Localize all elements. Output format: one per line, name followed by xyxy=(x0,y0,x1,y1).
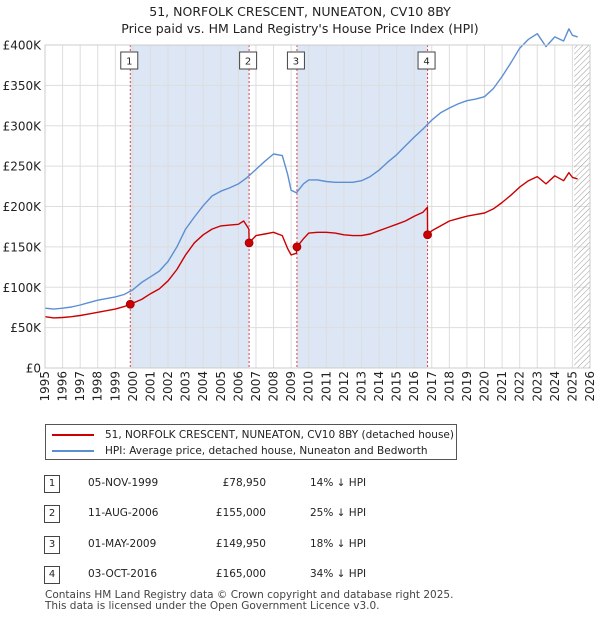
x-tick-label: 2003 xyxy=(179,371,193,402)
forecast-hatch xyxy=(574,45,590,368)
x-tick-label: 2009 xyxy=(284,371,298,402)
x-tick-label: 2019 xyxy=(460,371,474,402)
transaction-number: 2 xyxy=(44,505,60,523)
x-tick-label: 2017 xyxy=(425,371,439,402)
transaction-marker-box xyxy=(120,51,139,70)
x-tick-label: 2018 xyxy=(442,371,456,402)
transaction-row: 3 01-MAY-2009 £149,950 18% ↓ HPI xyxy=(0,536,600,556)
y-tick-label: £350K xyxy=(3,79,43,93)
transaction-marker-box xyxy=(417,51,436,70)
x-tick-label: 2004 xyxy=(196,371,210,402)
x-tick-label: 1999 xyxy=(108,371,122,402)
y-tick-label: £400K xyxy=(3,39,43,53)
x-tick-label: 2008 xyxy=(267,371,281,402)
transaction-marker-label: 4 xyxy=(423,57,429,68)
sale-point xyxy=(292,242,302,252)
x-tick-label: 2010 xyxy=(302,371,316,402)
transaction-date: 03-OCT-2016 xyxy=(88,568,157,580)
x-tick-label: 2020 xyxy=(478,371,492,402)
x-tick-label: 2015 xyxy=(390,371,404,402)
transaction-hpi-diff: 18% ↓ HPI xyxy=(310,538,367,550)
transaction-row: 4 03-OCT-2016 £165,000 34% ↓ HPI xyxy=(0,566,600,586)
footer-line1: Contains HM Land Registry data © Crown c… xyxy=(45,589,454,601)
y-tick-label: £0 xyxy=(26,362,41,376)
transaction-date: 01-MAY-2009 xyxy=(88,538,157,550)
x-tick-label: 2021 xyxy=(495,371,509,402)
chart-title-line2: Price paid vs. HM Land Registry's House … xyxy=(121,21,479,36)
transaction-date: 11-AUG-2006 xyxy=(88,507,159,519)
legend-swatch-hpi xyxy=(52,450,94,452)
hpi-line xyxy=(44,28,578,310)
transaction-marker-label: 3 xyxy=(293,57,299,68)
price-chart: 1 2 3 4 £0 £50K £100K £150K £200K £250K £300K £350… xyxy=(3,28,597,402)
x-tick-label: 1996 xyxy=(56,371,70,402)
legend-swatch-property xyxy=(52,434,94,436)
x-tick-label: 2014 xyxy=(372,371,386,402)
x-tick-label: 2026 xyxy=(583,371,597,402)
x-tick-label: 2001 xyxy=(143,371,157,402)
transaction-price: £165,000 xyxy=(215,568,266,580)
transaction-row: 1 05-NOV-1999 £78,950 14% ↓ HPI xyxy=(0,475,600,495)
x-tick-label: 2025 xyxy=(565,371,579,402)
sale-point xyxy=(244,238,254,248)
transaction-number: 1 xyxy=(44,475,60,493)
x-tick-label: 1997 xyxy=(73,371,87,402)
transaction-marker-label: 2 xyxy=(245,57,251,68)
legend: 51, NORFOLK CRESCENT, NUNEATON, CV10 8BY… xyxy=(45,424,457,460)
transaction-number: 3 xyxy=(44,536,60,554)
x-tick-label: 2023 xyxy=(530,371,544,402)
transaction-hpi-diff: 25% ↓ HPI xyxy=(310,507,367,519)
x-tick-label: 2011 xyxy=(319,371,333,402)
x-tick-label: 2024 xyxy=(548,371,562,402)
chart-title: 51, NORFOLK CRESCENT, NUNEATON, CV10 8BY… xyxy=(0,3,600,37)
transaction-price: £78,950 xyxy=(222,477,266,489)
footer-note: Contains HM Land Registry data © Crown c… xyxy=(45,590,453,612)
transaction-marker-box xyxy=(239,51,258,70)
x-tick-label: 2005 xyxy=(214,371,228,402)
x-tick-label: 1998 xyxy=(91,371,105,402)
sale-point xyxy=(423,230,432,240)
property-price-line xyxy=(44,171,578,319)
x-tick-label: 2006 xyxy=(231,371,245,402)
x-tick-label: 2013 xyxy=(354,371,368,402)
y-tick-label: £150K xyxy=(3,240,43,254)
y-tick-label: £250K xyxy=(3,160,43,174)
legend-label-property: 51, NORFOLK CRESCENT, NUNEATON, CV10 8BY… xyxy=(105,429,454,441)
transaction-row: 2 11-AUG-2006 £155,000 25% ↓ HPI xyxy=(0,505,600,525)
plot-border xyxy=(44,44,591,369)
y-tick-label: £50K xyxy=(10,321,42,335)
transaction-number: 4 xyxy=(44,566,60,584)
x-tick-label: 2022 xyxy=(513,371,527,402)
transaction-marker-label: 1 xyxy=(126,57,132,68)
x-tick-label: 2016 xyxy=(407,371,421,402)
y-tick-label: £300K xyxy=(3,119,43,133)
transaction-price: £155,000 xyxy=(215,507,266,519)
transaction-hpi-diff: 34% ↓ HPI xyxy=(310,568,367,580)
y-tick-label: £200K xyxy=(3,200,43,214)
x-tick-label: 2007 xyxy=(249,371,263,402)
transaction-marker-box xyxy=(286,51,305,70)
x-tick-label: 1995 xyxy=(38,371,52,402)
transaction-hpi-diff: 14% ↓ HPI xyxy=(310,477,367,489)
x-tick-label: 2002 xyxy=(161,371,175,402)
footer-line2: This data is licensed under the Open Gov… xyxy=(45,600,380,612)
transaction-date: 05-NOV-1999 xyxy=(88,477,159,489)
legend-label-hpi: HPI: Average price, detached house, Nune… xyxy=(105,445,428,457)
sale-point xyxy=(125,299,135,309)
chart-title-line1: 51, NORFOLK CRESCENT, NUNEATON, CV10 8BY xyxy=(149,4,451,19)
x-tick-label: 2000 xyxy=(126,371,140,402)
y-tick-label: £100K xyxy=(3,281,43,295)
x-tick-label: 2012 xyxy=(337,371,351,402)
transaction-price: £149,950 xyxy=(215,538,266,550)
